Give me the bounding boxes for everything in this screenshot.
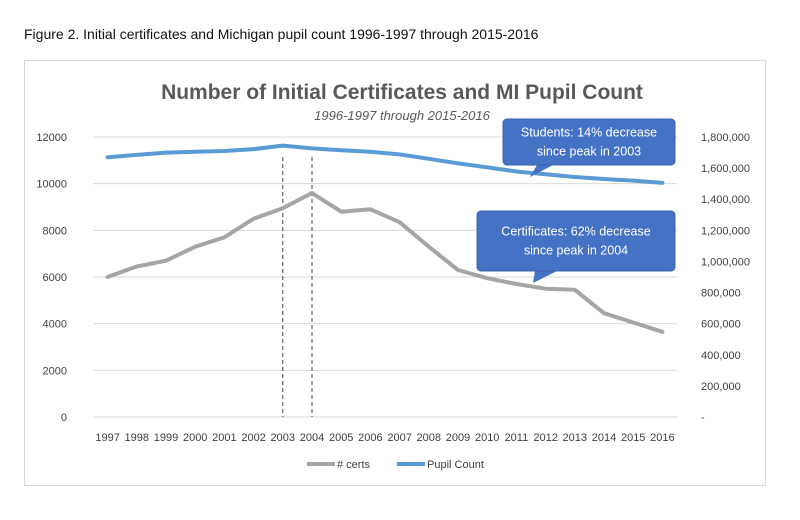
chart-frame: Number of Initial Certificates and MI Pu… bbox=[24, 60, 766, 486]
y-right-tick-label: 1,400,000 bbox=[701, 194, 750, 206]
chart-subtitle: 1996-1997 through 2015-2016 bbox=[314, 108, 490, 123]
callouts: Students: 14% decrease since peak in 2003… bbox=[476, 118, 676, 283]
legend-label: # certs bbox=[337, 459, 371, 471]
y-right-tick-label: 200,000 bbox=[701, 381, 741, 393]
y-right-tick-label: 600,000 bbox=[701, 319, 741, 331]
y-left-tick-label: 6000 bbox=[43, 272, 67, 284]
x-tick-label: 2001 bbox=[212, 432, 236, 444]
legend-label: Pupil Count bbox=[427, 459, 484, 471]
figure-caption: Figure 2. Initial certificates and Michi… bbox=[24, 26, 539, 42]
certificates-callout: Certificates: 62% decrease since peak in … bbox=[476, 210, 676, 283]
x-tick-label: 2007 bbox=[387, 432, 411, 444]
y-right-tick-label: 1,800,000 bbox=[701, 132, 750, 144]
students-callout: Students: 14% decrease since peak in 2003 bbox=[502, 118, 676, 177]
gridlines bbox=[93, 136, 677, 418]
chart-title: Number of Initial Certificates and MI Pu… bbox=[161, 81, 643, 104]
x-tick-label: 2009 bbox=[446, 432, 470, 444]
legend: # certs Pupil Count bbox=[307, 459, 484, 471]
x-tick-label: 1997 bbox=[95, 432, 119, 444]
callout-text: since peak in 2004 bbox=[524, 244, 628, 258]
x-tick-label: 2016 bbox=[650, 432, 674, 444]
x-tick-label: 2010 bbox=[475, 432, 499, 444]
y-right-tick-label: - bbox=[701, 412, 705, 424]
x-tick-label: 2004 bbox=[300, 432, 324, 444]
x-tick-label: 2008 bbox=[417, 432, 441, 444]
y-left-tick-label: 2000 bbox=[43, 365, 67, 377]
line-chart: Number of Initial Certificates and MI Pu… bbox=[36, 81, 750, 471]
certs-series-line bbox=[105, 191, 665, 334]
legend-item: Pupil Count bbox=[397, 459, 484, 471]
y-right-tick-label: 1,600,000 bbox=[701, 163, 750, 175]
x-tick-label: 1999 bbox=[154, 432, 178, 444]
legend-item: # certs bbox=[307, 459, 371, 471]
y-right-tick-label: 800,000 bbox=[701, 288, 741, 300]
x-tick-label: 2003 bbox=[271, 432, 295, 444]
callout-pointer bbox=[533, 271, 557, 283]
pupil-series-line bbox=[105, 143, 665, 185]
callout-text: Students: 14% decrease bbox=[521, 126, 657, 140]
callout-text: Certificates: 62% decrease bbox=[501, 225, 650, 239]
x-tick-label: 2014 bbox=[592, 432, 616, 444]
x-tick-label: 2013 bbox=[563, 432, 587, 444]
y-right-tick-label: 1,200,000 bbox=[701, 225, 750, 237]
callout-pointer bbox=[530, 165, 553, 177]
axes: 0 2000 4000 6000 8000 10000 12000 - 200,000 400,0… bbox=[36, 132, 750, 444]
x-tick-label: 2011 bbox=[505, 432, 529, 444]
y-right-tick-label: 400,000 bbox=[701, 350, 741, 362]
y-left-tick-label: 8000 bbox=[43, 225, 67, 237]
x-tick-label: 2000 bbox=[183, 432, 207, 444]
x-tick-label: 2006 bbox=[358, 432, 382, 444]
x-tick-label: 2012 bbox=[533, 432, 557, 444]
y-left-tick-label: 4000 bbox=[43, 319, 67, 331]
reference-lines bbox=[282, 157, 313, 417]
x-tick-label: 2002 bbox=[241, 432, 265, 444]
x-tick-label: 2005 bbox=[329, 432, 353, 444]
callout-text: since peak in 2003 bbox=[537, 145, 641, 159]
series-lines bbox=[105, 143, 665, 334]
callout-box bbox=[502, 118, 676, 166]
callout-box bbox=[476, 210, 676, 272]
y-left-tick-label: 10000 bbox=[36, 179, 67, 191]
y-right-tick-label: 1,000,000 bbox=[701, 256, 750, 268]
x-tick-label: 2015 bbox=[621, 432, 645, 444]
x-tick-label: 1998 bbox=[125, 432, 149, 444]
y-left-tick-label: 12000 bbox=[36, 132, 67, 144]
y-left-tick-label: 0 bbox=[61, 412, 67, 424]
